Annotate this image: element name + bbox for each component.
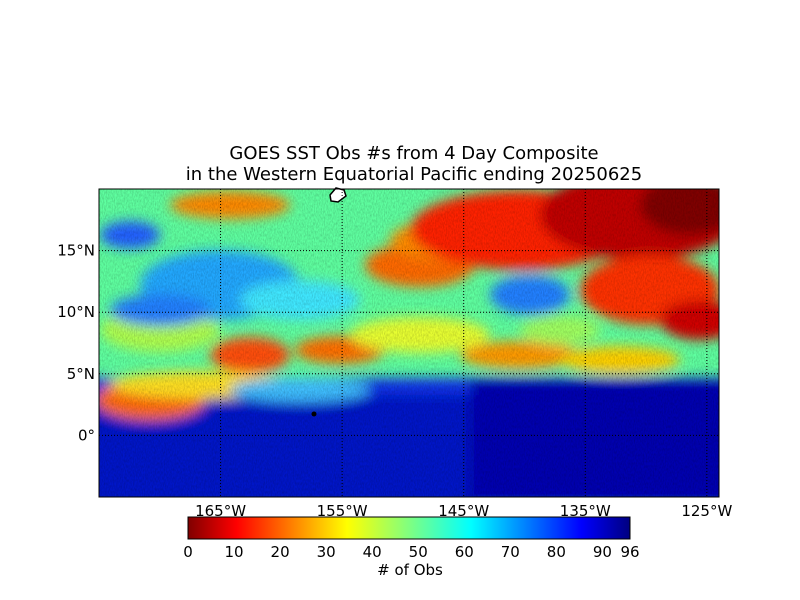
latitude-tick-label: 5°N (67, 365, 95, 383)
map-frame (98, 188, 720, 498)
latitude-tick-label: 15°N (57, 242, 95, 260)
latitude-tick-label: 10°N (57, 303, 95, 321)
colorbar-tick-label: 0 (183, 543, 193, 561)
longitude-tick-label: 155°W (317, 502, 368, 520)
colorbar-label: # of Obs (377, 561, 443, 579)
colorbar-tick-label: 20 (271, 543, 290, 561)
colorbar-tick-label: 70 (501, 543, 520, 561)
colorbar-tick-label: 40 (363, 543, 382, 561)
colorbar-tick-label: 30 (317, 543, 336, 561)
colorbar-tick-label: 50 (409, 543, 428, 561)
latitude-tick-label: 0° (78, 426, 95, 444)
chart-title-line-1: GOES SST Obs #s from 4 Day Composite (229, 143, 599, 164)
lat-lon-grid (99, 189, 719, 497)
colorbar-tick-label: 90 (593, 543, 612, 561)
chart-subtitle: in the Western Equatorial Pacific ending… (185, 164, 643, 185)
latitude-tick-labels: 15°N 10°N 5°N 0° (57, 242, 95, 445)
missing-data-dot (311, 411, 317, 417)
colorbar-tick-label: 60 (455, 543, 474, 561)
colorbar-tick-label: 80 (547, 543, 566, 561)
longitude-tick-label: 145°W (438, 502, 489, 520)
colorbar-tick-label: 96 (620, 543, 639, 561)
longitude-tick-labels: 165°W 155°W 145°W 135°W 125°W (195, 502, 732, 520)
longitude-tick-label: 165°W (195, 502, 246, 520)
longitude-tick-label: 135°W (560, 502, 611, 520)
colorbar (187, 516, 631, 540)
heatmap-field (99, 189, 719, 497)
longitude-tick-label: 125°W (681, 502, 732, 520)
colorbar-tick-label: 10 (224, 543, 243, 561)
colorbar-tick-labels: 0 10 20 30 40 50 60 70 80 90 96 (183, 543, 639, 561)
